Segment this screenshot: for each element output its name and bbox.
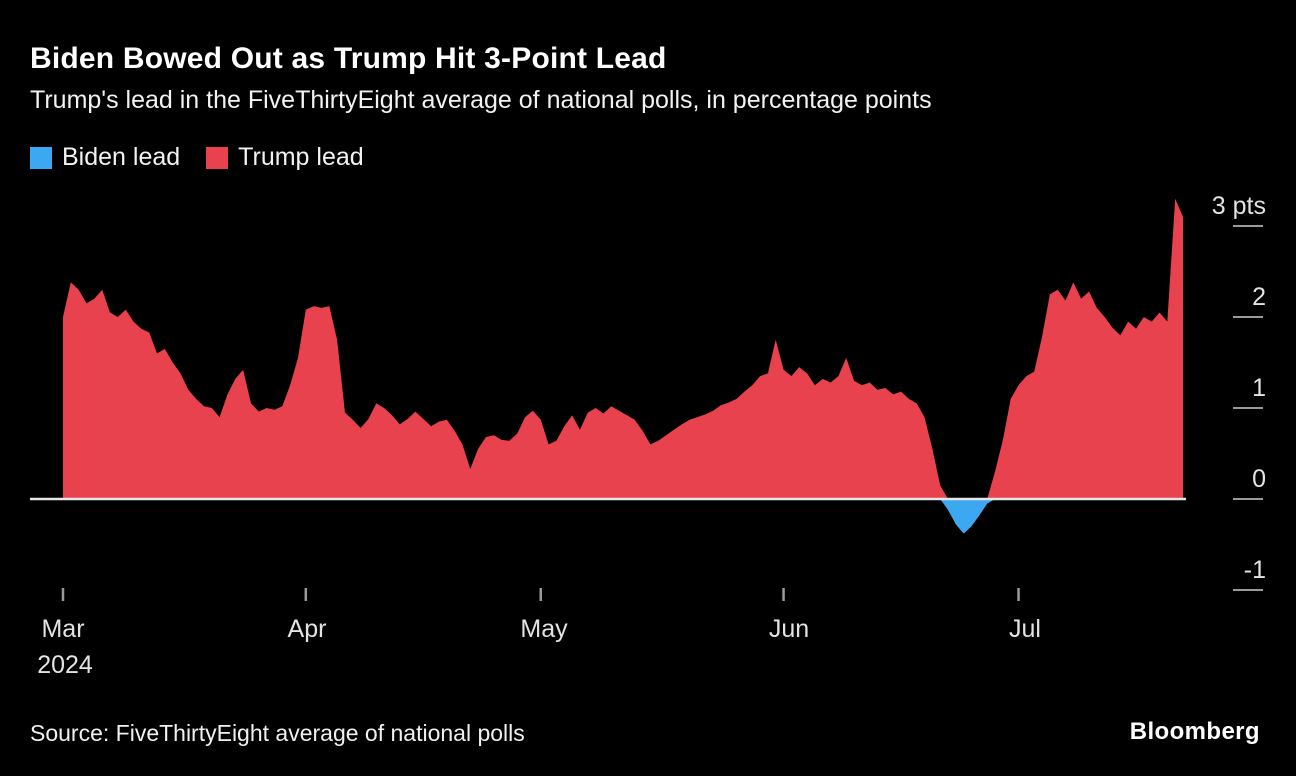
legend-item-trump: Trump lead bbox=[206, 143, 364, 172]
chart-legend: Biden lead Trump lead bbox=[30, 143, 364, 172]
bloomberg-logo: Bloomberg bbox=[1129, 718, 1260, 745]
trump-lead-area bbox=[63, 198, 1183, 499]
chart-subtitle: Trump's lead in the FiveThirtyEight aver… bbox=[30, 86, 932, 114]
biden-lead-area bbox=[63, 499, 1183, 534]
y-axis-label-2: 2 bbox=[1252, 283, 1266, 311]
legend-item-biden: Biden lead bbox=[30, 143, 180, 172]
x-axis-label-apr: Apr bbox=[287, 615, 327, 643]
y-axis-label-neg1: -1 bbox=[1243, 556, 1266, 584]
y-axis-label-0: 0 bbox=[1252, 465, 1266, 493]
x-axis-label-mar: Mar bbox=[41, 615, 85, 643]
legend-label-biden: Biden lead bbox=[62, 143, 181, 171]
biden-lead-swatch-icon bbox=[30, 146, 52, 169]
legend-label-trump: Trump lead bbox=[238, 143, 364, 171]
y-axis-label-3: 3 pts bbox=[1211, 192, 1266, 220]
x-axis-label-jun: Jun bbox=[768, 615, 810, 643]
x-axis-label-jul: Jul bbox=[1009, 615, 1041, 643]
chart-title: Biden Bowed Out as Trump Hit 3-Point Lea… bbox=[30, 42, 667, 75]
source-note: Source: FiveThirtyEight average of natio… bbox=[30, 720, 525, 746]
trump-lead-swatch-icon bbox=[206, 146, 229, 169]
x-axis-year-label: 2024 bbox=[37, 651, 93, 679]
y-axis-label-1: 1 bbox=[1252, 374, 1266, 402]
x-axis-label-may: May bbox=[520, 615, 568, 643]
